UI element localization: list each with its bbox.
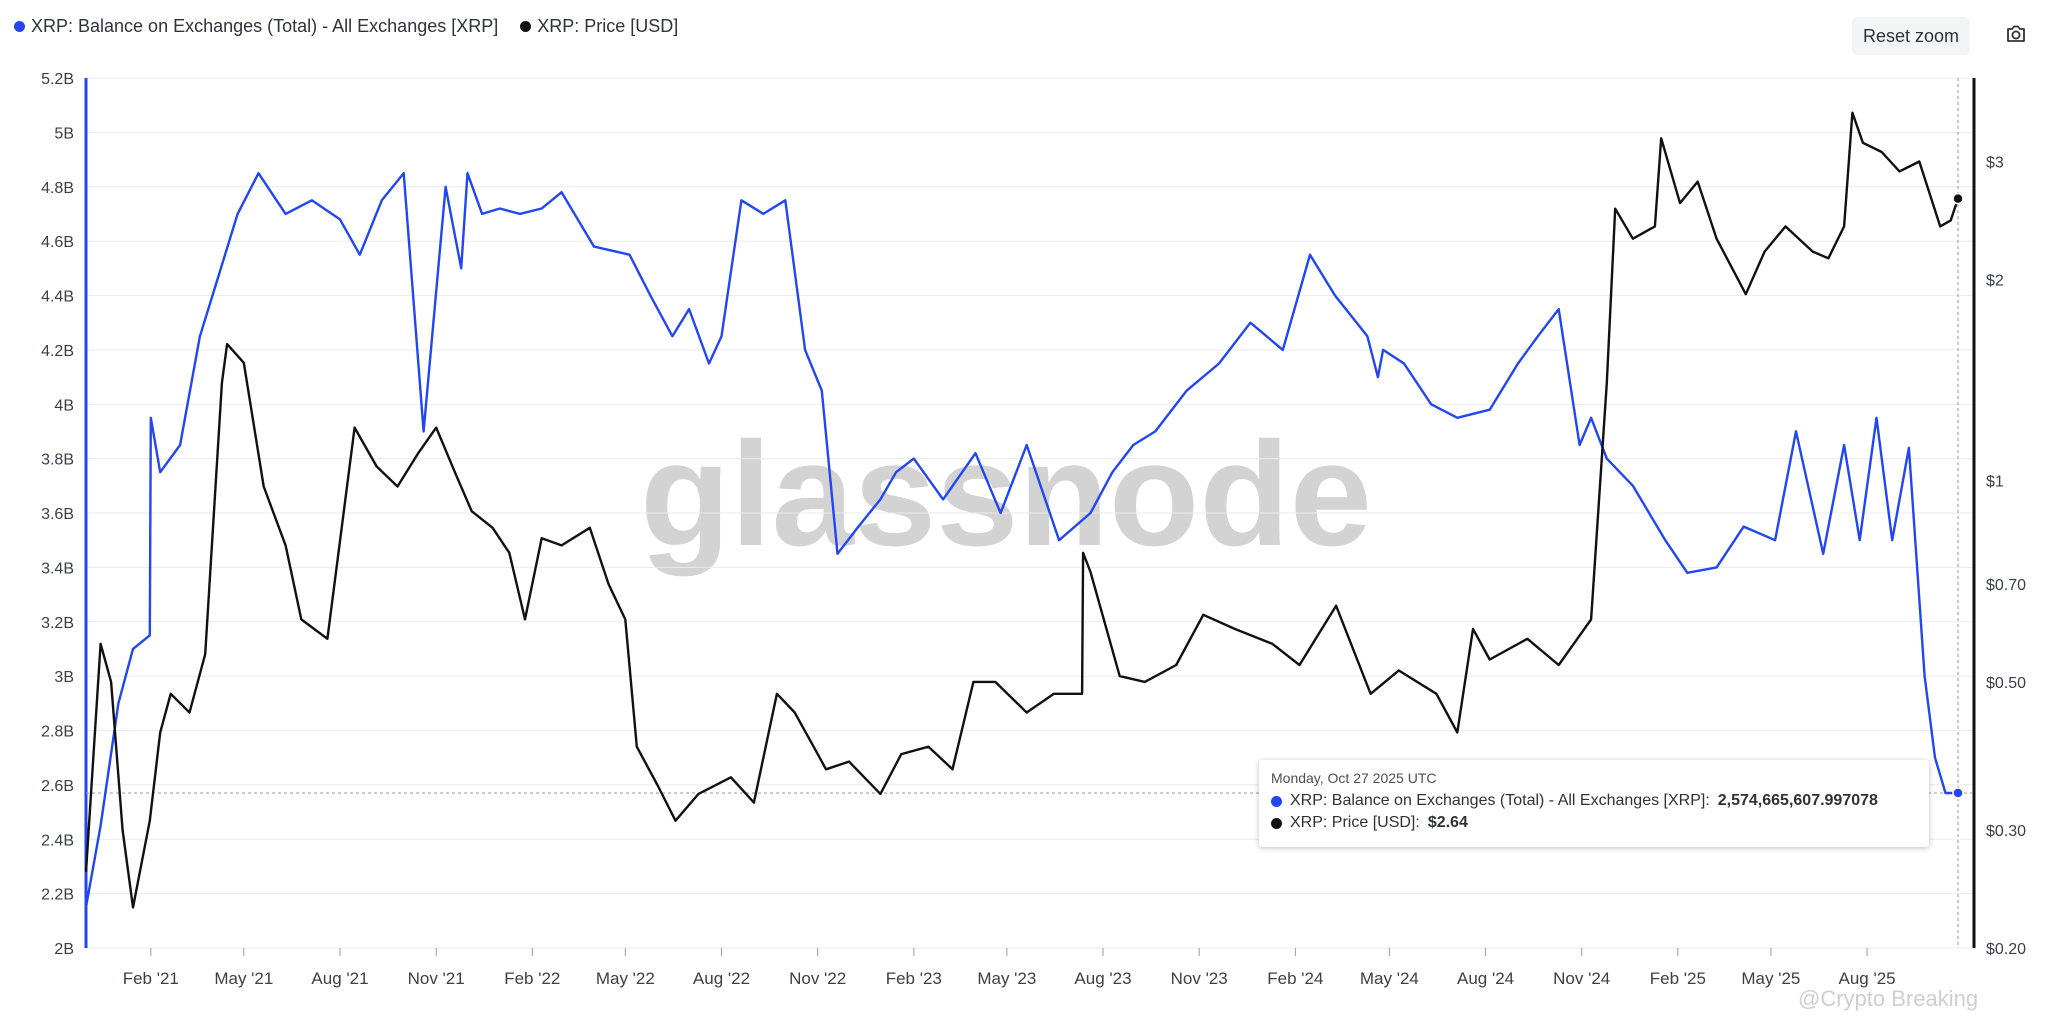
y-right-tick-label: $1 bbox=[1986, 474, 2004, 491]
legend-item-balance[interactable]: XRP: Balance on Exchanges (Total) - All … bbox=[14, 16, 498, 37]
x-tick-label: Nov '23 bbox=[1171, 969, 1228, 988]
tooltip-balance-marker bbox=[1271, 795, 1282, 807]
y-left-tick-label: 3.6B bbox=[41, 506, 74, 523]
x-tick-label: Feb '23 bbox=[886, 969, 942, 988]
y-right-tick-label: $0.50 bbox=[1986, 675, 2026, 692]
y-left-tick-label: 3B bbox=[54, 669, 74, 686]
tooltip-date: Monday, Oct 27 2025 UTC bbox=[1271, 770, 1437, 786]
price-series-line bbox=[84, 111, 1960, 909]
y-right-tick-label: $3 bbox=[1986, 155, 2004, 172]
tooltip-price-marker bbox=[1271, 817, 1282, 829]
legend-balance-label: XRP: Balance on Exchanges (Total) - All … bbox=[31, 16, 499, 36]
y-left-tick-label: 4.6B bbox=[41, 234, 74, 251]
x-tick-label: Feb '24 bbox=[1267, 969, 1323, 988]
y-left-tick-label: 3.2B bbox=[41, 615, 74, 632]
x-tick-label: May '21 bbox=[214, 969, 273, 988]
x-tick-label: Aug '25 bbox=[1838, 969, 1895, 988]
y-left-tick-label: 3.8B bbox=[41, 452, 74, 469]
tooltip: Monday, Oct 27 2025 UTC XRP: Balance on … bbox=[1259, 760, 1929, 847]
legend-item-price[interactable]: XRP: Price [USD] bbox=[520, 16, 678, 37]
y-right-tick-label: $0.70 bbox=[1986, 577, 2026, 594]
x-tick-label: Aug '22 bbox=[693, 969, 750, 988]
tooltip-price-value: $2.64 bbox=[1427, 814, 1468, 831]
credit-watermark: @Crypto Breaking bbox=[1798, 986, 1979, 1011]
tooltip-price-label: XRP: Price [USD]: bbox=[1290, 814, 1420, 831]
y-axis-left: 2B 2.2B 2.4B 2.6B 2.8B 3B 3.2B 3.4B 3.6B 3.8B 4B 4.… bbox=[41, 71, 74, 958]
x-tick-label: Aug '21 bbox=[311, 969, 368, 988]
y-right-tick-label: $0.20 bbox=[1986, 941, 2026, 958]
x-tick-label: Feb '21 bbox=[123, 969, 179, 988]
price-legend-marker bbox=[520, 21, 532, 32]
price-last-point bbox=[1952, 192, 1964, 205]
y-left-tick-label: 2.4B bbox=[41, 832, 74, 849]
x-tick-label: May '22 bbox=[596, 969, 655, 988]
y-axis-right: $0.20 $0.30 $0.50 $0.70 $1 $2 $3 bbox=[1986, 155, 2026, 958]
tooltip-balance-value: 2,574,665,607.997078 bbox=[1717, 792, 1878, 809]
y-right-tick-label: $0.30 bbox=[1986, 823, 2026, 840]
balance-last-point bbox=[1952, 787, 1964, 799]
y-left-tick-label: 2B bbox=[54, 941, 74, 958]
y-left-tick-label: 2.6B bbox=[41, 778, 74, 795]
x-tick-label: Feb '22 bbox=[504, 969, 560, 988]
legend-price-label: XRP: Price [USD] bbox=[537, 16, 679, 36]
x-tick-label: Aug '24 bbox=[1457, 969, 1514, 988]
x-tick-label: Aug '23 bbox=[1074, 969, 1131, 988]
balance-legend-marker bbox=[14, 21, 25, 32]
camera-icon[interactable] bbox=[2004, 22, 2028, 46]
watermark: glassnode bbox=[640, 412, 1372, 577]
y-left-tick-label: 4.2B bbox=[41, 343, 74, 360]
y-left-tick-label: 2.2B bbox=[41, 887, 74, 904]
x-tick-label: May '23 bbox=[977, 969, 1036, 988]
reset-zoom-button[interactable]: Reset zoom bbox=[1852, 17, 1970, 55]
x-tick-label: Feb '25 bbox=[1650, 969, 1706, 988]
y-left-tick-label: 4.8B bbox=[41, 180, 74, 197]
x-tick-label: Nov '24 bbox=[1553, 969, 1610, 988]
tooltip-row-balance: XRP: Balance on Exchanges (Total) - All … bbox=[1271, 792, 1878, 810]
y-left-tick-label: 3.4B bbox=[41, 560, 74, 577]
y-left-tick-label: 5.2B bbox=[41, 71, 74, 88]
x-axis: Feb '21 May '21 Aug '21 Nov '21 Feb '22 May '… bbox=[123, 948, 1896, 988]
y-right-tick-label: $2 bbox=[1986, 272, 2004, 289]
x-tick-label: Nov '22 bbox=[789, 969, 846, 988]
y-left-tick-label: 4.4B bbox=[41, 289, 74, 306]
x-tick-label: May '25 bbox=[1741, 969, 1800, 988]
tooltip-balance-label: XRP: Balance on Exchanges (Total) - All … bbox=[1290, 792, 1710, 809]
y-left-tick-label: 4B bbox=[54, 397, 74, 414]
x-tick-label: Nov '21 bbox=[408, 969, 465, 988]
chart-legend: XRP: Balance on Exchanges (Total) - All … bbox=[14, 16, 678, 37]
balance-series-line bbox=[84, 171, 1958, 908]
tooltip-row-price: XRP: Price [USD]: $2.64 bbox=[1271, 814, 1468, 832]
y-left-tick-label: 5B bbox=[54, 125, 74, 142]
y-left-tick-label: 2.8B bbox=[41, 724, 74, 741]
x-tick-label: May '24 bbox=[1360, 969, 1419, 988]
